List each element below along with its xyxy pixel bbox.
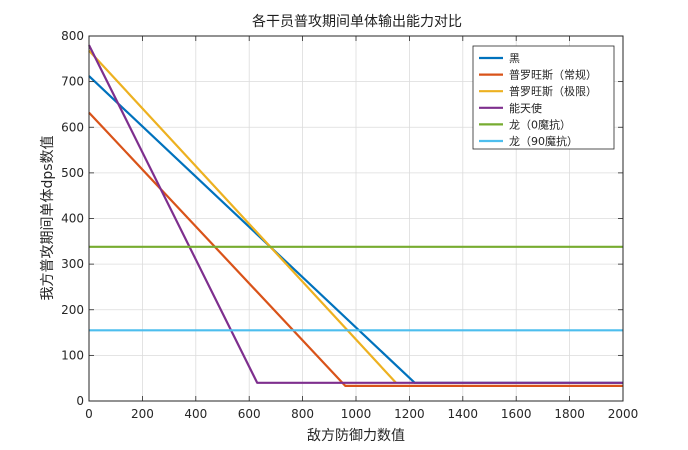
x-tick-label: 1400 bbox=[448, 407, 479, 421]
grid-layer bbox=[89, 36, 623, 401]
legend-entry-label: 普罗旺斯（极限） bbox=[509, 84, 597, 98]
chart-title: 各干员普攻期间单体输出能力对比 bbox=[252, 14, 462, 30]
x-tick-label: 200 bbox=[131, 407, 154, 421]
legend-entry-label: 普罗旺斯（常规） bbox=[509, 68, 597, 82]
y-axis-label: 我方普攻期间单体dps数值 bbox=[40, 135, 56, 300]
legend-entry-label: 龙（0魔抗） bbox=[509, 117, 571, 131]
x-tick-label: 400 bbox=[184, 407, 207, 421]
y-tick-label: 600 bbox=[61, 120, 84, 134]
series-line-2 bbox=[88, 111, 623, 387]
series-line-3 bbox=[88, 49, 397, 384]
y-tick-label: 500 bbox=[61, 166, 84, 180]
x-tick-label: 2000 bbox=[608, 407, 639, 421]
series-line-4 bbox=[88, 44, 623, 384]
x-axis-label: 敌方防御力数值 bbox=[307, 428, 405, 444]
x-tick-label: 1200 bbox=[394, 407, 425, 421]
legend-entry-label: 黑 bbox=[509, 52, 520, 65]
y-tick-label: 700 bbox=[61, 75, 84, 89]
x-tick-label: 600 bbox=[238, 407, 261, 421]
series-layer bbox=[88, 44, 623, 387]
y-tick-label: 200 bbox=[61, 303, 84, 317]
x-tick-label: 800 bbox=[291, 407, 314, 421]
x-tick-label: 1000 bbox=[341, 407, 372, 421]
y-tick-label: 0 bbox=[76, 394, 84, 408]
tick-layer: 0 200 400 600 800 1000 1200 1400 1600 1800 2000 0 10… bbox=[61, 29, 638, 421]
y-tick-label: 800 bbox=[61, 29, 84, 43]
x-tick-label: 0 bbox=[85, 407, 93, 421]
y-tick-label: 400 bbox=[61, 212, 84, 226]
x-tick-label: 1800 bbox=[554, 407, 585, 421]
y-tick-label: 100 bbox=[61, 348, 84, 362]
legend-entry-label: 能天使 bbox=[509, 101, 542, 115]
y-tick-label: 300 bbox=[61, 257, 84, 271]
legend-entry-label: 龙（90魔抗） bbox=[509, 134, 578, 148]
legend-box bbox=[472, 45, 615, 150]
x-tick-label: 1600 bbox=[501, 407, 532, 421]
